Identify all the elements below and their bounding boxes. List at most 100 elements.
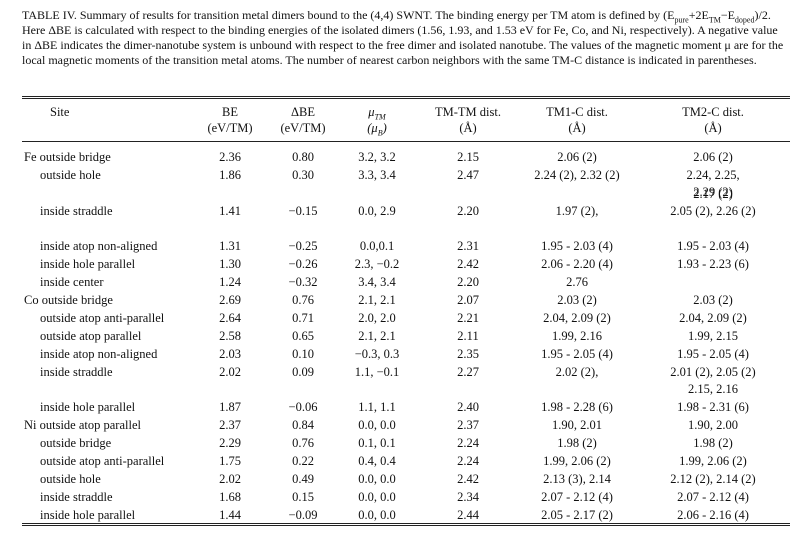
delta-be-cell: 0.80 [292, 150, 314, 164]
mu-cell: 3.4, 3.4 [358, 275, 396, 289]
be-cell: 2.02 [219, 472, 241, 486]
header-tm2-c-dist: TM2-C dist. (Å) [682, 105, 744, 135]
be-cell: 1.68 [219, 490, 241, 504]
tm2-c-dist-cell: 2.04, 2.09 (2) [679, 311, 747, 325]
tm1-c-dist-cell: 1.97 (2), [555, 204, 599, 218]
tm2-c-dist-cell: 2.29 (2) [693, 185, 733, 199]
site-cell: outside atop anti-parallel [40, 311, 165, 325]
tm2-c-dist-cell: 2.24, 2.25, [686, 168, 740, 182]
tm1-c-dist-cell: 2.76 [566, 275, 588, 289]
delta-be-cell: −0.25 [288, 239, 318, 253]
delta-be-cell: 0.22 [292, 454, 314, 468]
tm1-c-dist-cell: 2.03 (2) [557, 293, 597, 307]
be-cell: 1.30 [219, 257, 241, 271]
mu-cell: 2.0, 2.0 [358, 311, 396, 325]
tm2-c-dist-cell: 2.15, 2.16 [688, 382, 738, 396]
mu-cell: 2.1, 2.1 [358, 293, 396, 307]
header-tm-tm-dist: TM-TM dist. (Å) [435, 105, 501, 135]
site-cell: inside hole parallel [40, 257, 136, 271]
tm-tm-dist-cell: 2.42 [457, 472, 479, 486]
tm-tm-dist-cell: 2.47 [457, 168, 479, 182]
tm2-c-dist-cell: 1.93 - 2.23 (6) [677, 257, 749, 271]
tm2-c-dist-cell: 1.99, 2.15 [688, 329, 738, 343]
table-bottom-rule-second [22, 525, 790, 526]
tm-tm-dist-cell: 2.15 [457, 150, 479, 164]
site-cell: outside atop parallel [40, 329, 142, 343]
tm-tm-dist-cell: 2.31 [457, 239, 479, 253]
tm2-c-dist-cell: 2.05 (2), 2.26 (2) [670, 204, 756, 218]
site-cell: inside hole parallel [40, 400, 136, 414]
be-cell: 2.36 [219, 150, 241, 164]
tm1-c-dist-cell: 2.24 (2), 2.32 (2) [534, 168, 620, 182]
be-cell: 1.87 [219, 400, 241, 414]
tm-tm-dist-cell: 2.35 [457, 347, 479, 361]
be-cell: 1.41 [219, 204, 241, 218]
be-cell: 2.02 [219, 365, 241, 379]
site-cell: Fe outside bridge [24, 150, 111, 164]
mu-cell: 0.0, 0.0 [358, 472, 396, 486]
table-top-rule-second [22, 98, 790, 99]
header-site: Site [50, 105, 70, 119]
tm2-c-dist-cell: 1.98 (2) [693, 436, 733, 450]
delta-be-cell: 0.76 [292, 293, 314, 307]
mu-cell: 0.0, 0.0 [358, 418, 396, 432]
tm2-c-dist-cell: 1.98 - 2.31 (6) [677, 400, 749, 414]
tm-tm-dist-cell: 2.27 [457, 365, 479, 379]
tm2-c-dist-cell: 1.90, 2.00 [688, 418, 738, 432]
delta-be-cell: 0.15 [292, 490, 314, 504]
tm2-c-dist-cell: 2.03 (2) [693, 293, 733, 307]
delta-be-cell: −0.15 [288, 204, 318, 218]
site-cell: outside hole [40, 472, 101, 486]
mu-cell: 0.0, 2.9 [358, 204, 396, 218]
tm2-c-dist-cell: 1.99, 2.06 (2) [679, 454, 747, 468]
table-caption: TABLE IV. Summary of results for transit… [22, 8, 784, 67]
tm-tm-dist-cell: 2.11 [457, 329, 479, 343]
tm1-c-dist-cell: 1.98 (2) [557, 436, 597, 450]
tm-tm-dist-cell: 2.20 [457, 275, 479, 289]
tm-tm-dist-cell: 2.42 [457, 257, 479, 271]
tm1-c-dist-cell: 2.04, 2.09 (2) [543, 311, 611, 325]
tm2-c-dist-cell: 1.95 - 2.05 (4) [677, 347, 749, 361]
header-mu: μTM (μB) [367, 105, 387, 138]
tm-tm-dist-cell: 2.24 [457, 436, 479, 450]
site-cell: outside bridge [40, 436, 112, 450]
mu-cell: −0.3, 0.3 [354, 347, 400, 361]
tm1-c-dist-cell: 2.06 (2) [557, 150, 597, 164]
tm-tm-dist-cell: 2.34 [457, 490, 479, 504]
mu-cell: 2.3, −0.2 [354, 257, 400, 271]
delta-be-cell: 0.76 [292, 436, 314, 450]
tm-tm-dist-cell: 2.20 [457, 204, 479, 218]
tm-tm-dist-cell: 2.44 [457, 508, 479, 522]
mu-cell: 0.0,0.1 [359, 239, 395, 253]
delta-be-cell: −0.26 [288, 257, 318, 271]
be-cell: 2.03 [219, 347, 241, 361]
site-cell: Ni outside atop parallel [24, 418, 141, 432]
tm-tm-dist-cell: 2.37 [457, 418, 479, 432]
delta-be-cell: 0.10 [292, 347, 314, 361]
mu-cell: 1.1, 1.1 [358, 400, 396, 414]
site-cell: outside hole [40, 168, 101, 182]
delta-be-cell: 0.30 [292, 168, 314, 182]
delta-be-cell: −0.06 [288, 400, 318, 414]
be-cell: 1.75 [219, 454, 241, 468]
be-cell: 1.44 [219, 508, 241, 522]
tm1-c-dist-cell: 2.05 - 2.17 (2) [541, 508, 613, 522]
site-cell: inside straddle [40, 490, 113, 504]
be-cell: 1.31 [219, 239, 241, 253]
header-tm1-c-dist: TM1-C dist. (Å) [546, 105, 608, 135]
delta-be-cell: 0.09 [292, 365, 314, 379]
mu-cell: 1.1, −0.1 [354, 365, 400, 379]
mu-cell: 0.0, 0.0 [358, 508, 396, 522]
mu-cell: 0.0, 0.0 [358, 490, 396, 504]
site-cell: inside straddle [40, 365, 113, 379]
mu-cell: 3.2, 3.2 [358, 150, 396, 164]
site-cell: inside center [40, 275, 104, 289]
mu-cell: 2.1, 2.1 [358, 329, 396, 343]
tm2-c-dist-cell: 2.01 (2), 2.05 (2) [670, 365, 756, 379]
tm1-c-dist-cell: 2.06 - 2.20 (4) [541, 257, 613, 271]
site-cell: inside atop non-aligned [40, 239, 158, 253]
be-cell: 1.86 [219, 168, 241, 182]
be-cell: 2.29 [219, 436, 241, 450]
site-cell: inside atop non-aligned [40, 347, 158, 361]
site-cell: inside hole parallel [40, 508, 136, 522]
